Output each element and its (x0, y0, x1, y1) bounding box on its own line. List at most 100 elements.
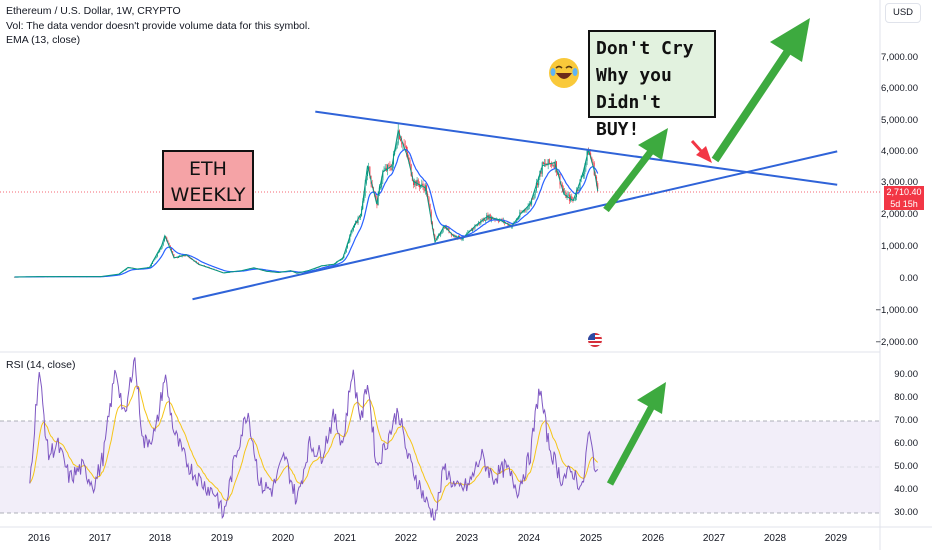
laughing-crying-emoji-icon (549, 58, 579, 88)
candle-body (460, 238, 462, 240)
candle-body (583, 173, 585, 177)
candle-body (408, 157, 410, 160)
candle-body (150, 263, 152, 267)
price-candles-group (13, 124, 599, 278)
rsi-tick: 90.00 (894, 369, 918, 380)
candle-body (349, 234, 351, 242)
candle-body (369, 166, 371, 176)
candle-body (503, 220, 505, 223)
candle-body (515, 219, 517, 222)
candle-body (546, 164, 548, 166)
rsi-legend[interactable]: RSI (14, close) (6, 359, 76, 371)
candle-body (565, 191, 567, 198)
red-arrow-down[interactable] (690, 139, 712, 163)
candle-body (384, 167, 386, 170)
candle-body (387, 164, 389, 171)
descending-trendline[interactable] (315, 110, 838, 186)
time-tick: 2029 (824, 533, 848, 544)
candle-body (416, 179, 418, 186)
candle-body (537, 183, 539, 186)
candle-body (381, 180, 383, 188)
candle-body (404, 145, 406, 147)
price-tick: −1,000.00 (875, 305, 918, 316)
candle-body (525, 209, 527, 211)
rsi-line (29, 357, 599, 521)
candle-body (161, 244, 163, 248)
ema-legend[interactable]: EMA (13, close) (6, 34, 81, 46)
chart-title: Ethereum / U.S. Dollar, 1W, CRYPTO (6, 5, 181, 17)
candle-body (252, 268, 254, 269)
candle-body (518, 217, 520, 219)
candle-body (428, 197, 430, 205)
candle-body (592, 162, 594, 163)
candle-body (183, 255, 185, 257)
candle-body (318, 266, 320, 268)
green-arrow-up-small[interactable] (603, 128, 668, 213)
candle-body (443, 227, 445, 229)
candle-body (516, 218, 518, 220)
candle-body (401, 141, 403, 145)
time-tick: 2025 (579, 533, 603, 544)
time-tick: 2016 (27, 533, 51, 544)
candle-body (540, 170, 542, 174)
candle-body (427, 194, 429, 198)
candle-body (413, 180, 415, 185)
dont-cry-line: Why you (596, 65, 672, 86)
time-tick: 2020 (271, 533, 295, 544)
rsi-tick: 30.00 (894, 507, 918, 518)
candle-body (585, 160, 587, 168)
candle-body (527, 206, 529, 210)
candle-body (397, 130, 399, 144)
candle-body (388, 164, 390, 166)
green-arrow-up-large[interactable] (711, 18, 810, 163)
candle-body (407, 151, 409, 158)
time-tick: 2023 (455, 533, 479, 544)
candle-body (317, 267, 319, 269)
currency-button[interactable]: USD (885, 3, 921, 23)
candle-body (535, 183, 537, 191)
candle-body (172, 251, 174, 254)
candle-body (382, 170, 384, 181)
candle-body (553, 164, 555, 168)
candle-body (571, 196, 573, 200)
candle-body (403, 143, 405, 146)
candle-body (423, 186, 425, 192)
candle-body (590, 152, 592, 158)
candle-body (579, 179, 581, 189)
candle-body (486, 215, 488, 221)
green-arrow-rsi[interactable] (606, 382, 666, 486)
price-tick: 5,000.00 (881, 115, 918, 126)
candle-body (591, 157, 593, 163)
candle-body (485, 220, 487, 221)
candle-body (364, 183, 366, 196)
candle-body (584, 167, 586, 174)
price-tick: 4,000.00 (881, 146, 918, 157)
candle-body (532, 198, 534, 200)
candle-body (468, 230, 470, 232)
dont-cry-note[interactable]: Don't Cry Why you Didn't BUY! (588, 30, 716, 140)
candle-body (366, 170, 368, 177)
candle-body (365, 176, 367, 184)
price-tick: 1,000.00 (881, 241, 918, 252)
candle-body (400, 139, 402, 142)
ascending-trendline[interactable] (192, 150, 838, 301)
current-price-tag: 2,710.40 (884, 186, 924, 198)
candle-body (461, 239, 463, 240)
candle-body (341, 259, 343, 261)
time-tick: 2028 (763, 533, 787, 544)
rsi-band-background (0, 421, 880, 513)
dont-cry-line: Didn't BUY! (596, 92, 662, 140)
price-tick: 2,000.00 (881, 209, 918, 220)
candle-body (597, 183, 599, 189)
candle-body (173, 253, 175, 258)
candle-body (157, 252, 159, 254)
eth-weekly-line: ETH (189, 158, 227, 180)
eth-weekly-note[interactable]: ETH WEEKLY (162, 150, 254, 210)
us-flag-event-icon[interactable] (588, 333, 602, 347)
candle-body (574, 197, 576, 200)
candle-body (552, 164, 554, 166)
candle-body (332, 264, 334, 266)
time-tick: 2021 (333, 533, 357, 544)
candle-body (473, 228, 475, 229)
